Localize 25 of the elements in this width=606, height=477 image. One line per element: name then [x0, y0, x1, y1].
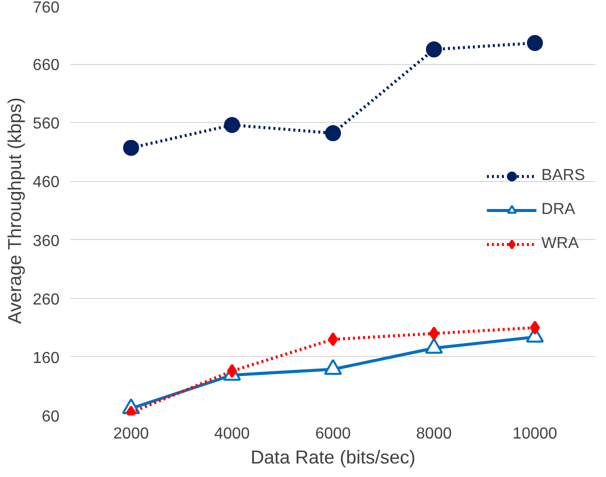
point	[424, 338, 443, 354]
y-axis-title: Average Throughput (kbps)	[4, 97, 25, 324]
legend-label: BARS	[541, 167, 585, 185]
x-tick-label: 2000	[113, 426, 149, 442]
point	[426, 41, 442, 58]
x-axis-title: Data Rate (bits/sec)	[250, 446, 416, 468]
point	[325, 125, 341, 142]
x-tick-label: 6000	[315, 426, 351, 442]
y-tick-label: 560	[32, 116, 60, 133]
legend-label: DRA	[541, 201, 576, 219]
y-tick-label: 160	[32, 350, 60, 367]
point	[324, 358, 342, 375]
y-tick-label: 260	[32, 291, 60, 308]
legend-label: WRA	[541, 235, 579, 253]
point	[123, 140, 140, 156]
point	[224, 117, 240, 133]
y-tick-label: 660	[32, 57, 60, 74]
x-tick-label: 10000	[512, 426, 558, 442]
y-tick-label: 460	[32, 174, 60, 192]
y-tick-label: 760	[32, 0, 60, 16]
x-tick-label: 8000	[416, 426, 452, 442]
x-tick-label: 4000	[214, 426, 250, 442]
point	[526, 35, 543, 51]
y-tick-label: 60	[42, 408, 60, 426]
y-tick-label: 360	[32, 232, 60, 250]
